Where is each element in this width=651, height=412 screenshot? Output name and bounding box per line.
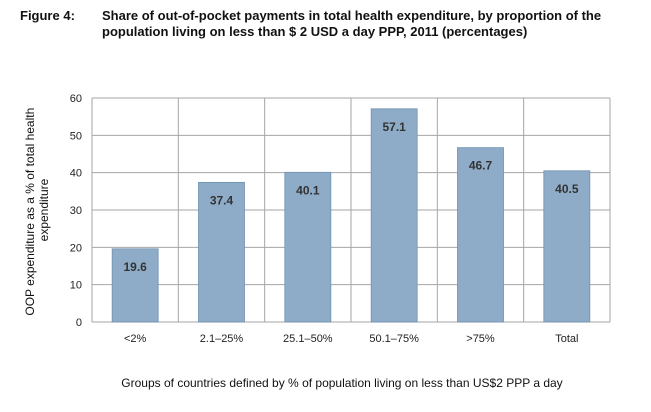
bar [284, 171, 332, 323]
bar-value-label: 37.4 [210, 193, 234, 207]
x-axis-title: Groups of countries defined by % of popu… [121, 376, 562, 390]
x-tick-label: 25.1–50% [283, 333, 333, 345]
figure-title: Share of out-of-pocket payments in total… [102, 8, 602, 39]
x-tick-label: 50.1–75% [369, 333, 419, 345]
bar-value-label: 40.5 [555, 182, 579, 196]
y-axis-title-line-2: expenditure [37, 178, 51, 241]
bar [198, 181, 245, 323]
y-tick-label: 30 [70, 205, 82, 217]
y-axis-ticks: 0 10 20 30 40 50 60 [70, 93, 82, 329]
bar [370, 108, 418, 323]
x-tick-label: Total [555, 333, 578, 345]
x-tick-label: >75% [466, 333, 495, 345]
y-tick-label: 50 [70, 130, 82, 142]
y-axis-title: OOP expenditure as a % of total health e… [23, 104, 51, 315]
bar [457, 147, 504, 323]
figure-label: Figure 4: [20, 8, 75, 23]
y-tick-label: 20 [70, 242, 82, 254]
y-tick-label: 60 [70, 93, 82, 105]
bar-value-label: 57.1 [382, 120, 406, 134]
bar [543, 170, 591, 323]
gridlines [91, 97, 611, 323]
bars: 19.6 37.4 40.1 57.1 46.7 40.5 [111, 108, 591, 323]
y-axis-title-line-1: OOP expenditure as a % of total health [23, 108, 37, 316]
y-tick-label: 10 [70, 280, 82, 292]
x-tick-label: 2.1–25% [200, 333, 244, 345]
x-axis-ticks: <2% 2.1–25% 25.1–50% 50.1–75% >75% Total [124, 333, 578, 345]
bar-value-label: 19.6 [123, 260, 147, 274]
y-tick-label: 40 [70, 168, 82, 180]
bar [111, 248, 159, 323]
y-tick-label: 0 [76, 317, 82, 329]
x-tick-label: <2% [124, 333, 147, 345]
bar-value-label: 40.1 [296, 183, 320, 197]
bar-value-label: 46.7 [469, 159, 493, 173]
